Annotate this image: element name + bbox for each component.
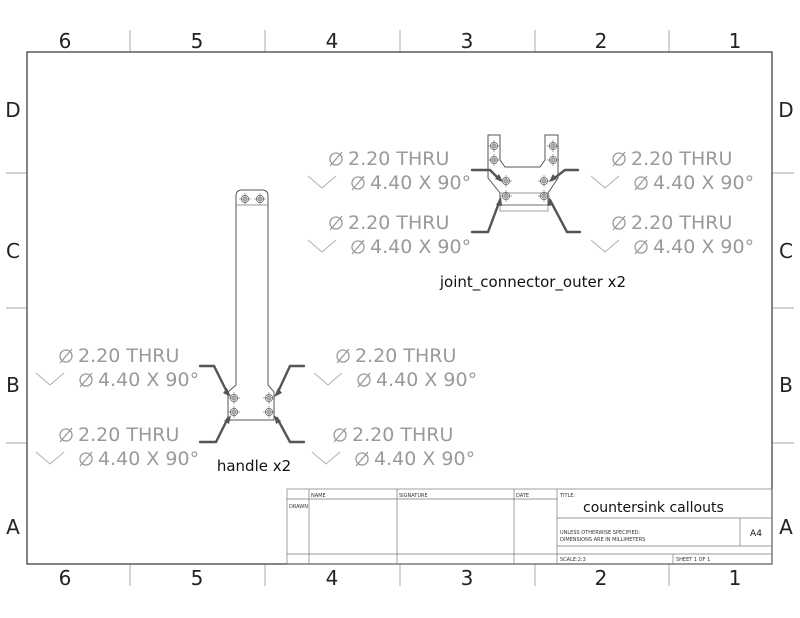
tb-drawn-label: DRAWN — [289, 504, 308, 510]
callout-csk-text: 4.40 X 90° — [98, 369, 199, 391]
callout-jc-upper-right: 2.20 THRU 4.40 X 90° — [590, 148, 754, 194]
zone-row-c: C — [6, 239, 20, 263]
tb-note-line2: DIMENSIONS ARE IN MILLIMETERS — [560, 537, 645, 543]
callout-csk-text: 4.40 X 90° — [98, 448, 199, 470]
tb-signature-header: SIGNATURE — [399, 493, 428, 499]
handle-label: handle x2 — [217, 457, 291, 475]
callout-csk-text: 4.40 X 90° — [376, 369, 477, 391]
zone-col-5-bottom: 5 — [191, 566, 204, 590]
zone-row-a-right: A — [779, 515, 793, 539]
handle-view — [198, 189, 306, 444]
zone-row-b-right: B — [779, 373, 793, 397]
callout-thru-text: 2.20 THRU — [348, 148, 449, 170]
callout-thru-text: 2.20 THRU — [348, 212, 449, 234]
tb-scale: SCALE:2:3 — [560, 557, 586, 563]
callout-csk-text: 4.40 X 90° — [370, 172, 471, 194]
zone-col-6-bottom: 6 — [59, 566, 72, 590]
zone-col-5: 5 — [191, 29, 204, 53]
callout-thru-text: 2.20 THRU — [631, 148, 732, 170]
callout-thru-text: 2.20 THRU — [631, 212, 732, 234]
tb-title: countersink callouts — [583, 500, 724, 516]
callout-thru-text: 2.20 THRU — [78, 424, 179, 446]
tb-date-header: DATE — [516, 493, 529, 499]
callout-thru-text: 2.20 THRU — [352, 424, 453, 446]
zone-row-a: A — [6, 515, 20, 539]
joint-connector-label: joint_connector_outer x2 — [439, 273, 626, 292]
zone-ticks — [6, 30, 794, 586]
zone-col-3: 3 — [461, 29, 474, 53]
tb-size: A4 — [750, 529, 762, 539]
joint-connector-view — [470, 134, 582, 234]
zone-col-1: 1 — [729, 29, 742, 53]
callout-jc-upper-left: 2.20 THRU 4.40 X 90° — [307, 148, 471, 194]
zone-row-c-right: C — [779, 239, 793, 263]
callout-csk-text: 4.40 X 90° — [653, 236, 754, 258]
zone-col-1-bottom: 1 — [729, 566, 742, 590]
zone-col-4-bottom: 4 — [326, 566, 339, 590]
callout-handle-upper-right: 2.20 THRU 4.40 X 90° — [313, 345, 477, 391]
title-block — [286, 488, 773, 565]
zone-col-3-bottom: 3 — [461, 566, 474, 590]
callout-thru-text: 2.20 THRU — [355, 345, 456, 367]
callout-handle-lower-right: 2.20 THRU 4.40 X 90° — [311, 424, 475, 470]
zone-row-d: D — [5, 98, 20, 122]
tb-note-line1: UNLESS OTHERWISE SPECIFIED: — [560, 530, 640, 536]
zone-col-2: 2 — [595, 29, 608, 53]
zone-col-2-bottom: 2 — [595, 566, 608, 590]
zone-columns-bottom: 6 5 4 3 2 1 — [59, 566, 742, 590]
drawing-border — [26, 51, 773, 565]
callout-jc-lower-right: 2.20 THRU 4.40 X 90° — [590, 212, 754, 258]
callout-handle-lower-left: 2.20 THRU 4.40 X 90° — [35, 424, 199, 470]
tb-name-header: NAME — [311, 493, 326, 499]
callout-jc-lower-left: 2.20 THRU 4.40 X 90° — [307, 212, 471, 258]
callout-csk-text: 4.40 X 90° — [370, 236, 471, 258]
tb-sheet: SHEET 1 OF 1 — [676, 557, 710, 563]
zone-rows-left: D C B A — [5, 98, 20, 539]
callout-handle-upper-left: 2.20 THRU 4.40 X 90° — [35, 345, 199, 391]
callout-thru-text: 2.20 THRU — [78, 345, 179, 367]
zone-columns-top: 6 5 4 3 2 1 — [59, 29, 742, 53]
zone-row-b: B — [6, 373, 20, 397]
zone-col-6: 6 — [59, 29, 72, 53]
zone-row-d-right: D — [778, 98, 793, 122]
callout-csk-text: 4.40 X 90° — [653, 172, 754, 194]
zone-col-4: 4 — [326, 29, 339, 53]
zone-rows-right: D C B A — [778, 98, 793, 539]
tb-title-header: TITLE: — [559, 493, 576, 499]
callout-csk-text: 4.40 X 90° — [374, 448, 475, 470]
